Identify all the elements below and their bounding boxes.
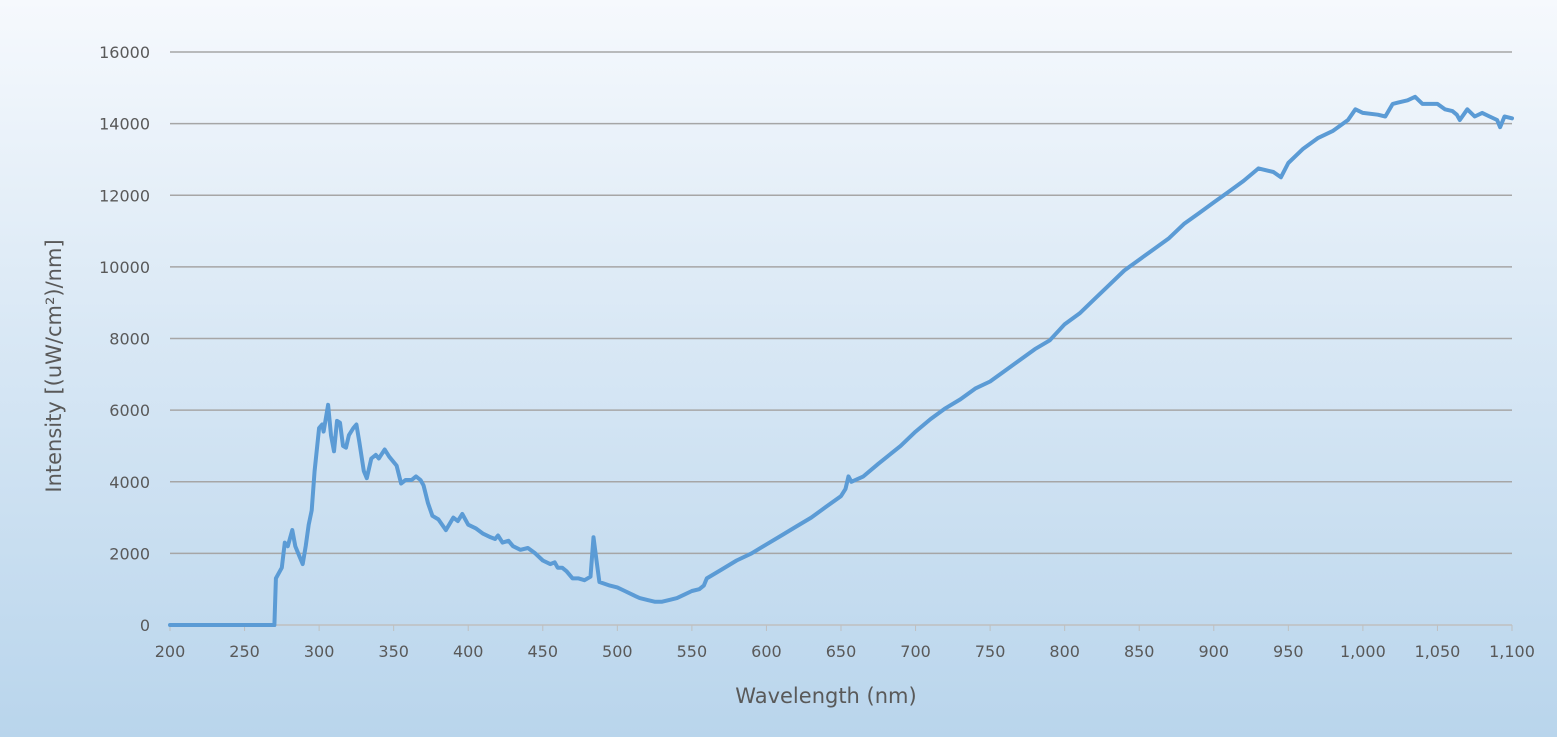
- x-tick-label: 450: [528, 642, 559, 661]
- x-tick-label: 500: [602, 642, 633, 661]
- x-tick-label: 800: [1049, 642, 1080, 661]
- x-tick-label: 900: [1199, 642, 1230, 661]
- x-tick-label: 1,100: [1489, 642, 1535, 661]
- series: [168, 94, 1514, 627]
- series-line-intensity: [168, 94, 1514, 627]
- x-tick-label: 650: [826, 642, 857, 661]
- x-tick-label: 300: [304, 642, 335, 661]
- x-tick-label: 1,050: [1415, 642, 1461, 661]
- x-tick-label: 1,000: [1340, 642, 1386, 661]
- y-tick-label: 10000: [99, 258, 150, 277]
- x-tick-label: 550: [677, 642, 708, 661]
- x-tick-label: 750: [975, 642, 1006, 661]
- y-tick-label: 8000: [109, 330, 150, 349]
- x-axis-title: Wavelength (nm): [735, 684, 916, 708]
- y-tick-label: 16000: [99, 43, 150, 62]
- x-tick-label: 850: [1124, 642, 1155, 661]
- x-tick-label: 600: [751, 642, 782, 661]
- y-axis-title: Intensity [(uW/cm²)/nm]: [42, 239, 66, 492]
- gridlines: [170, 51, 1512, 626]
- x-tick-label: 700: [900, 642, 931, 661]
- x-tick-label: 200: [155, 642, 186, 661]
- y-axis-ticks: 0 2000 4000 6000 8000 10000 12000 14000 16000: [99, 43, 150, 635]
- x-tick-label: 250: [229, 642, 260, 661]
- x-axis-ticks: 200 250 300 350 400 450 500 550 600 650 700 750 800 8…: [155, 625, 1535, 661]
- y-tick-label: 2000: [109, 544, 150, 563]
- y-tick-label: 4000: [109, 473, 150, 492]
- y-tick-label: 6000: [109, 401, 150, 420]
- x-tick-label: 350: [378, 642, 409, 661]
- x-tick-label: 950: [1273, 642, 1304, 661]
- y-tick-label: 12000: [99, 186, 150, 205]
- y-tick-label: 14000: [99, 115, 150, 134]
- y-tick-label: 0: [140, 616, 150, 635]
- x-tick-label: 400: [453, 642, 484, 661]
